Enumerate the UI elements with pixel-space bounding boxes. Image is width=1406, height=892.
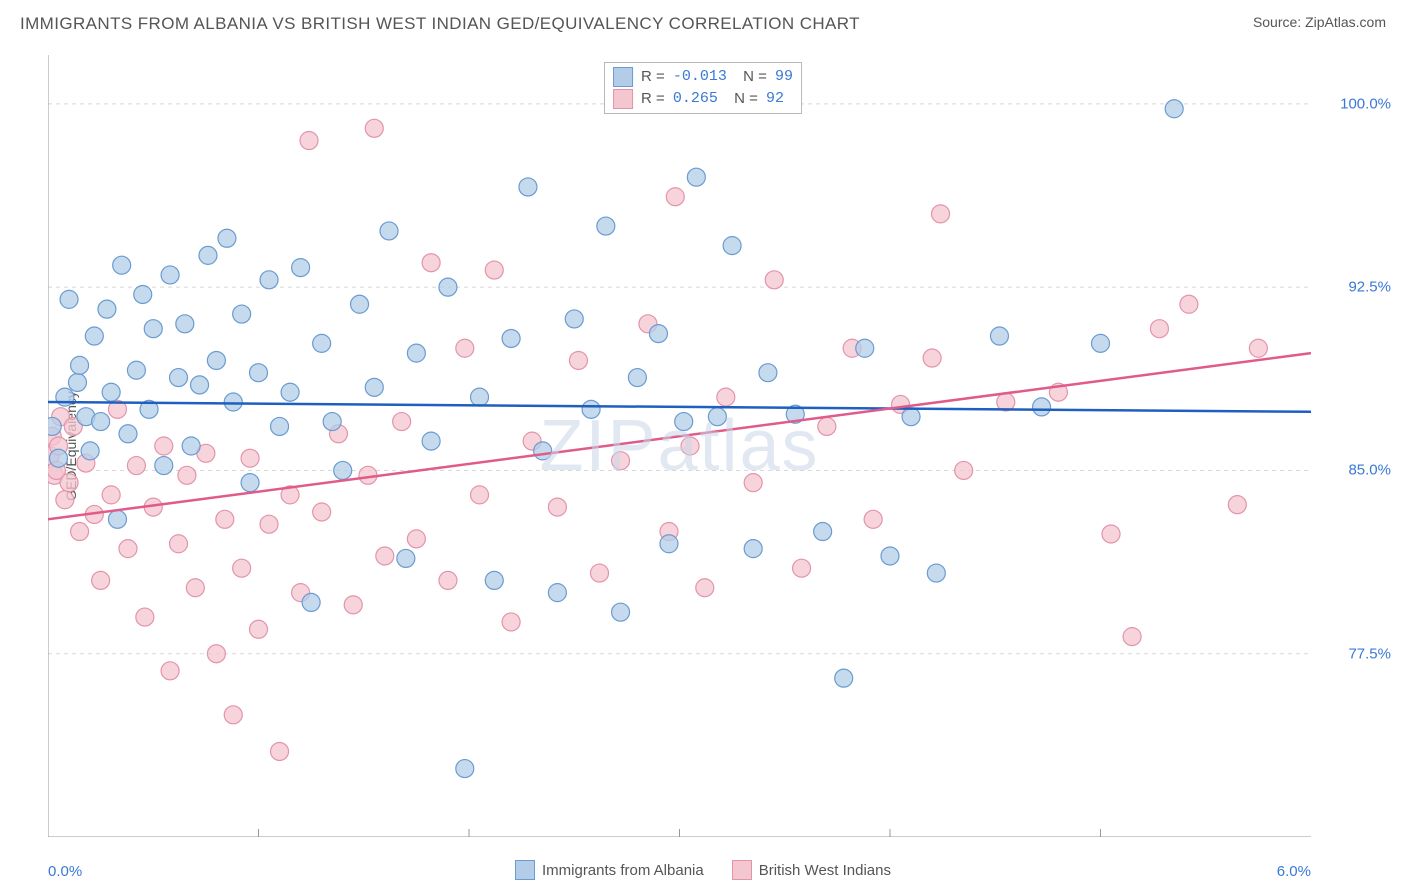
y-tick-label: 77.5% xyxy=(1348,645,1391,662)
x-tick-left: 0.0% xyxy=(48,863,82,880)
swatch-series1 xyxy=(613,67,633,87)
legend-label-2: British West Indians xyxy=(759,862,891,879)
r-label: R = xyxy=(641,88,665,110)
scatter-svg xyxy=(48,55,1311,837)
swatch-series1-b xyxy=(515,860,535,880)
r-value-1: -0.013 xyxy=(673,66,727,88)
chart-plot-area: ZIPatlas xyxy=(48,55,1311,837)
legend-row-series2: R = 0.265 N = 92 xyxy=(613,88,793,110)
series-legend: Immigrants from Albania British West Ind… xyxy=(0,860,1406,880)
chart-header: IMMIGRANTS FROM ALBANIA VS BRITISH WEST … xyxy=(0,0,1406,42)
r-value-2: 0.265 xyxy=(673,88,718,110)
legend-item-series1: Immigrants from Albania xyxy=(515,860,704,880)
swatch-series2 xyxy=(613,89,633,109)
swatch-series2-b xyxy=(732,860,752,880)
n-value-2: 92 xyxy=(766,88,784,110)
n-value-1: 99 xyxy=(775,66,793,88)
y-tick-label: 85.0% xyxy=(1348,462,1391,479)
y-tick-label: 92.5% xyxy=(1348,279,1391,296)
legend-label-1: Immigrants from Albania xyxy=(542,862,704,879)
r-label: R = xyxy=(641,66,665,88)
correlation-legend: R = -0.013 N = 99 R = 0.265 N = 92 xyxy=(604,62,802,114)
x-tick-right: 6.0% xyxy=(1277,863,1311,880)
y-tick-label: 100.0% xyxy=(1340,95,1391,112)
n-label: N = xyxy=(735,66,767,88)
source-link[interactable]: ZipAtlas.com xyxy=(1305,14,1386,30)
source-label: Source: xyxy=(1253,14,1301,30)
n-label: N = xyxy=(726,88,758,110)
legend-row-series1: R = -0.013 N = 99 xyxy=(613,66,793,88)
chart-source: Source: ZipAtlas.com xyxy=(1253,14,1386,30)
legend-item-series2: British West Indians xyxy=(732,860,891,880)
chart-title: IMMIGRANTS FROM ALBANIA VS BRITISH WEST … xyxy=(20,14,860,34)
